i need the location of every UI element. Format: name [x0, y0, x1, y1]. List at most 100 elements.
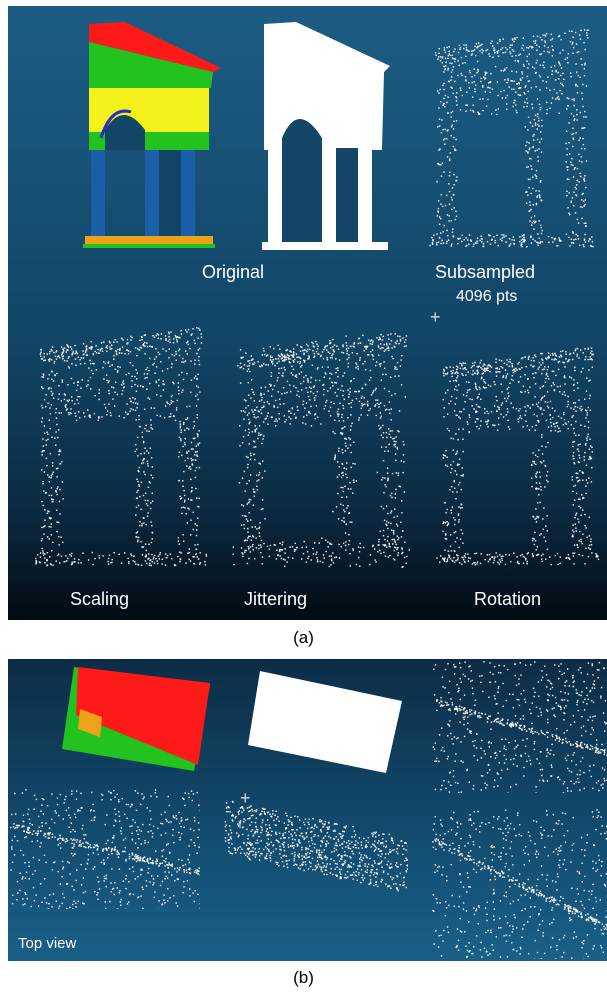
cloud-point: [164, 335, 167, 337]
cloud-point: [347, 362, 350, 365]
cloud-point: [456, 464, 459, 466]
cloud-point: [99, 350, 101, 352]
cloud-point: [130, 408, 132, 410]
cloud-point: [573, 389, 575, 392]
cloud-point: [453, 557, 455, 559]
cloud-point: [86, 345, 88, 347]
cloud-point: [536, 98, 539, 100]
cloud-point: [554, 426, 556, 428]
cloud-point: [378, 406, 380, 408]
cloud-point: [573, 384, 575, 386]
cloud-point: [134, 855, 136, 857]
cloud-point: [384, 538, 386, 541]
cloud-point: [458, 506, 460, 508]
cloud-point: [387, 347, 390, 349]
cloud-point: [479, 98, 481, 100]
cloud-point: [172, 401, 174, 403]
cloud-point: [522, 49, 525, 51]
cloud-point: [473, 755, 475, 757]
cloud-point: [169, 852, 171, 854]
cloud-point: [521, 245, 523, 248]
cloud-point: [461, 74, 463, 77]
cloud-point: [595, 746, 597, 748]
cloud-point: [292, 355, 294, 358]
cloud-point: [91, 551, 93, 554]
cloud-point: [455, 97, 458, 99]
cloud-point: [378, 354, 380, 356]
cloud-point: [43, 359, 45, 362]
cloud-point: [197, 870, 199, 872]
cloud-point: [533, 139, 535, 141]
cloud-point: [534, 661, 536, 663]
cloud-point: [523, 726, 525, 728]
cloud-point: [455, 753, 457, 755]
cloud-point: [468, 781, 470, 783]
cloud-point: [320, 423, 322, 425]
cloud-point: [156, 414, 158, 416]
cloud-point: [478, 715, 480, 717]
cloud-point: [75, 798, 78, 800]
cloud-point: [472, 245, 474, 248]
cloud-point: [449, 158, 451, 160]
cloud-point: [303, 540, 305, 543]
cloud-point: [47, 388, 50, 390]
cloud-point: [518, 54, 520, 56]
cloud-point: [127, 803, 129, 806]
cloud-point: [175, 359, 177, 361]
cloud-point: [589, 379, 591, 381]
cloud-point: [558, 78, 560, 80]
cloud-point: [558, 737, 560, 739]
cloud-point: [582, 497, 584, 499]
cloud-point: [49, 517, 51, 519]
cloud-point: [587, 37, 589, 39]
cloud-point: [506, 373, 509, 375]
cloud-point: [325, 373, 327, 375]
cloud-point: [394, 453, 397, 455]
cloud-point: [193, 420, 195, 423]
cloud-point: [490, 742, 492, 744]
cloud-point: [441, 162, 444, 164]
cloud-point: [244, 429, 247, 432]
cloud-point: [497, 55, 500, 57]
cloud-point: [467, 553, 469, 555]
cloud-point: [146, 562, 148, 565]
cloud-point: [351, 399, 354, 402]
cloud-point: [498, 406, 500, 409]
cloud-point: [573, 462, 575, 464]
cloud-point: [180, 506, 183, 509]
cloud-point: [460, 760, 462, 762]
cloud-point: [547, 693, 549, 696]
cloud-point: [454, 372, 456, 374]
cloud-point: [597, 555, 599, 557]
cloud-point: [379, 348, 381, 350]
cloud-point: [454, 781, 457, 784]
cloud-point: [491, 238, 493, 241]
cloud-point: [574, 366, 576, 368]
cloud-point: [450, 509, 452, 512]
label-point-count: 4096 pts: [456, 288, 518, 305]
cloud-point: [439, 59, 442, 62]
cloud-point: [514, 740, 516, 742]
cloud-point: [517, 421, 520, 423]
cloud-point: [326, 357, 328, 359]
cloud-point: [590, 445, 592, 447]
cloud-point: [461, 563, 463, 565]
cloud-point: [116, 393, 119, 396]
cloud-point: [349, 521, 351, 523]
cloud-point: [564, 383, 566, 385]
cloud-point: [531, 47, 533, 49]
cloud-point: [463, 47, 465, 50]
cloud-point: [583, 177, 585, 179]
cloud-point: [565, 557, 568, 559]
cloud-point: [532, 357, 534, 359]
cloud-point: [472, 373, 474, 376]
cloud-point: [530, 208, 532, 211]
cloud-point: [150, 559, 152, 561]
cloud-point: [246, 482, 248, 485]
cloud-point: [522, 562, 525, 564]
cloud-point: [573, 721, 576, 723]
cloud-point: [129, 397, 131, 400]
cloud-point: [313, 397, 316, 399]
cloud-point: [535, 169, 538, 172]
cloud-point: [195, 466, 198, 469]
